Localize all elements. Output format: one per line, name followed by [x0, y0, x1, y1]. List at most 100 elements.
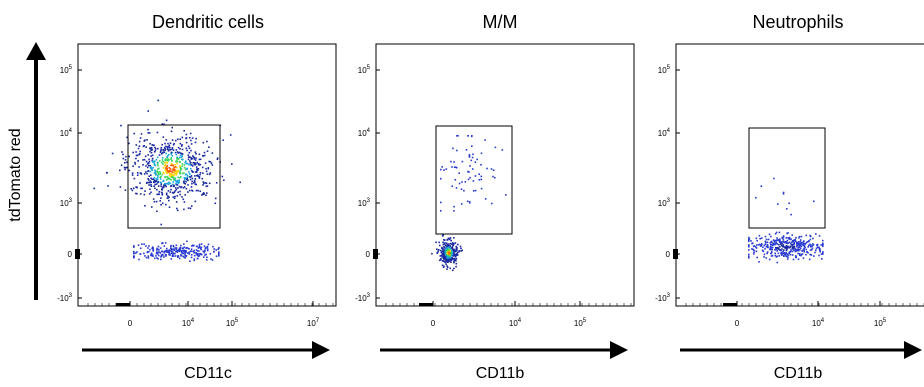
data-point — [179, 138, 181, 140]
data-point — [153, 200, 156, 203]
data-point — [452, 257, 454, 260]
data-point — [813, 255, 815, 257]
data-point — [198, 164, 200, 166]
data-point — [145, 256, 148, 259]
data-point — [441, 247, 443, 250]
data-point — [449, 256, 451, 259]
data-point — [449, 267, 451, 270]
data-point — [822, 245, 824, 248]
data-point — [152, 248, 154, 251]
data-point — [773, 177, 775, 180]
data-point — [792, 248, 794, 250]
data-point — [196, 174, 198, 177]
data-point — [782, 236, 785, 238]
data-point — [133, 255, 135, 258]
data-point — [168, 250, 170, 253]
data-point — [787, 232, 789, 234]
data-point — [170, 246, 172, 248]
data-point — [156, 176, 159, 179]
data-point — [772, 242, 775, 245]
data-point — [505, 194, 507, 196]
data-point — [784, 246, 786, 249]
data-point — [176, 166, 178, 169]
data-point — [157, 171, 159, 174]
data-point — [159, 171, 161, 173]
data-point — [143, 158, 146, 161]
x-axis-label: CD11b — [476, 365, 525, 382]
data-point — [442, 248, 444, 250]
data-point — [138, 166, 140, 168]
data-point — [170, 247, 172, 250]
data-point — [164, 146, 166, 149]
data-point — [177, 255, 180, 257]
data-point — [791, 245, 793, 247]
data-point — [162, 242, 164, 244]
data-point — [431, 252, 433, 255]
data-point — [199, 253, 202, 255]
data-point — [148, 160, 151, 163]
data-point — [448, 246, 450, 248]
data-point — [159, 181, 162, 184]
data-point — [442, 250, 444, 252]
data-point — [480, 187, 483, 190]
data-point — [776, 239, 779, 241]
data-point — [454, 254, 456, 256]
data-point — [146, 172, 148, 175]
data-point — [748, 245, 750, 248]
data-point — [177, 157, 180, 160]
data-point — [455, 253, 458, 255]
data-point — [455, 245, 458, 248]
data-point — [455, 257, 458, 260]
data-point — [183, 246, 185, 249]
data-point — [187, 158, 190, 161]
data-point — [193, 259, 196, 262]
data-point — [762, 246, 764, 248]
data-point — [460, 203, 463, 205]
data-point — [818, 246, 820, 248]
data-point — [162, 150, 165, 152]
data-point — [160, 175, 162, 178]
data-point — [181, 163, 184, 165]
data-point — [782, 240, 785, 242]
data-point — [474, 189, 477, 192]
data-point — [452, 147, 454, 150]
data-point — [443, 257, 445, 260]
data-point — [772, 244, 774, 247]
data-point — [154, 183, 156, 186]
data-point — [198, 250, 200, 252]
data-point — [198, 158, 201, 161]
data-point — [774, 243, 776, 246]
data-point — [180, 152, 182, 154]
data-point — [157, 254, 160, 257]
data-point — [804, 242, 807, 245]
data-point — [194, 183, 197, 185]
data-point — [444, 247, 446, 250]
data-point — [178, 151, 181, 154]
data-point — [195, 249, 198, 251]
data-point — [451, 252, 454, 254]
data-point — [183, 182, 185, 184]
data-point — [176, 171, 179, 174]
data-point — [167, 159, 170, 162]
data-point — [444, 256, 447, 258]
data-point — [148, 179, 150, 181]
data-point — [451, 185, 453, 187]
data-point — [194, 175, 196, 177]
data-point — [198, 243, 201, 246]
data-point — [793, 245, 796, 248]
data-point — [213, 248, 215, 250]
x-axis-label: CD11b — [774, 365, 823, 382]
data-point — [805, 253, 807, 256]
data-point — [148, 193, 151, 195]
data-point — [766, 251, 769, 253]
data-point — [822, 242, 824, 245]
data-point — [478, 173, 480, 175]
data-point — [179, 246, 182, 249]
data-point — [193, 156, 195, 159]
data-point — [800, 241, 802, 244]
data-point — [158, 160, 161, 162]
data-point — [468, 171, 470, 173]
data-point — [201, 177, 204, 180]
data-point — [155, 177, 158, 180]
